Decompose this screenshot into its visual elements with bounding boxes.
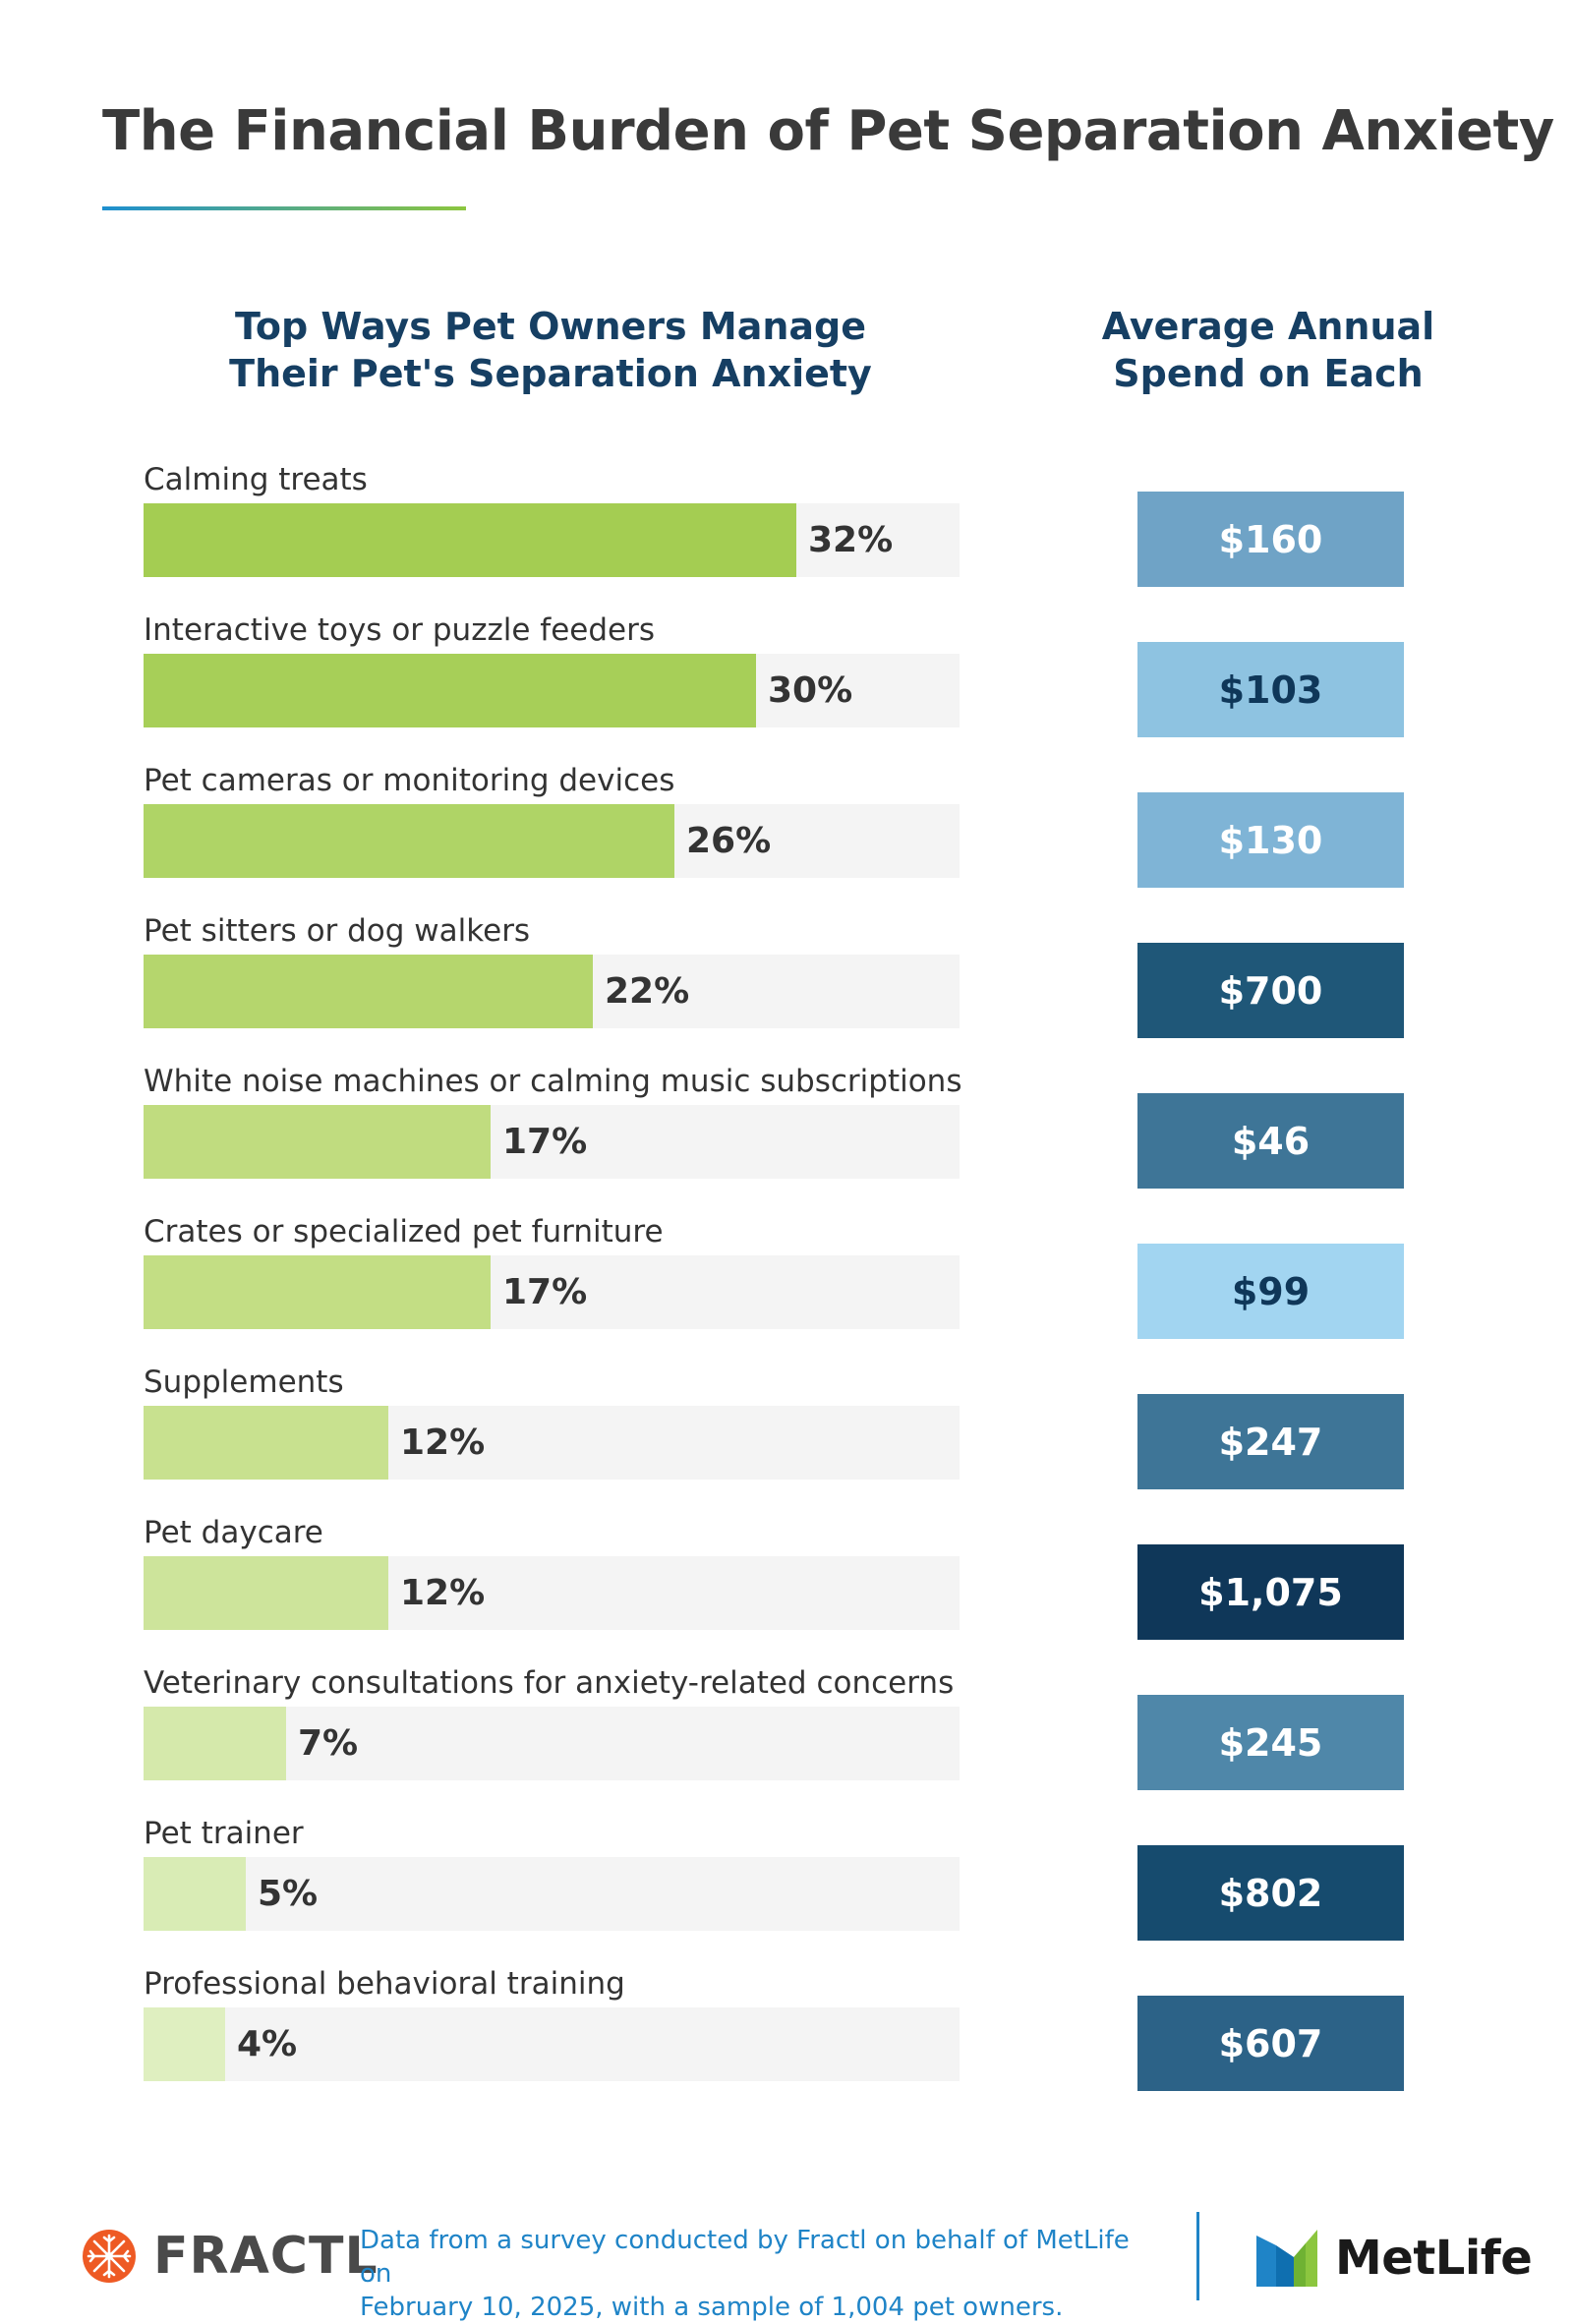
bar-track bbox=[144, 1105, 960, 1179]
bar-track bbox=[144, 1707, 960, 1780]
chart-row: Calming treats 32% $160 bbox=[0, 462, 1573, 610]
chart-row: Interactive toys or puzzle feeders 30% $10… bbox=[0, 612, 1573, 760]
right-heading-line-2: Spend on Each bbox=[1113, 352, 1424, 395]
annual-spend-box: $245 bbox=[1137, 1695, 1404, 1790]
right-column-heading: Average Annual Spend on Each bbox=[1042, 303, 1494, 397]
bar-value-label: 12% bbox=[400, 1573, 486, 1613]
bar bbox=[144, 1105, 491, 1179]
category-label: Supplements bbox=[144, 1365, 344, 1400]
category-label: Pet trainer bbox=[144, 1816, 304, 1851]
bar bbox=[144, 654, 756, 727]
bar-value-label: 5% bbox=[258, 1874, 319, 1914]
annual-spend-box: $802 bbox=[1137, 1845, 1404, 1941]
fractl-logo-text: FRACTL bbox=[153, 2227, 379, 2286]
category-label: Pet sitters or dog walkers bbox=[144, 913, 531, 949]
right-heading-line-1: Average Annual bbox=[1101, 305, 1435, 348]
chart-row: Supplements 12% $247 bbox=[0, 1365, 1573, 1512]
bar bbox=[144, 1255, 491, 1329]
metlife-logo-icon bbox=[1256, 2230, 1317, 2287]
source-note: Data from a survey conducted by Fractl o… bbox=[360, 2224, 1146, 2324]
bar-value-label: 30% bbox=[768, 670, 853, 711]
bar-value-label: 22% bbox=[605, 971, 690, 1012]
left-heading-line-1: Top Ways Pet Owners Manage bbox=[234, 305, 867, 348]
bar bbox=[144, 1556, 388, 1630]
source-note-line-2: February 10, 2025, with a sample of 1,00… bbox=[360, 2293, 1064, 2322]
bar-value-label: 4% bbox=[237, 2024, 298, 2064]
chart-row: Pet cameras or monitoring devices 26% $130 bbox=[0, 763, 1573, 910]
bar-value-label: 32% bbox=[808, 520, 894, 560]
left-heading-line-2: Their Pet's Separation Anxiety bbox=[229, 352, 872, 395]
footer-divider bbox=[1196, 2212, 1199, 2300]
bar-track bbox=[144, 503, 960, 577]
chart-row: Pet sitters or dog walkers 22% $700 bbox=[0, 913, 1573, 1061]
source-note-line-1: Data from a survey conducted by Fractl o… bbox=[360, 2226, 1130, 2289]
bar-track bbox=[144, 1255, 960, 1329]
bar-track bbox=[144, 1857, 960, 1931]
bar-value-label: 26% bbox=[686, 821, 772, 861]
bar-track bbox=[144, 654, 960, 727]
page-title: The Financial Burden of Pet Separation A… bbox=[102, 99, 1554, 163]
fractl-logo: FRACTL bbox=[81, 2227, 379, 2286]
annual-spend-box: $160 bbox=[1137, 492, 1404, 587]
annual-spend-box: $99 bbox=[1137, 1244, 1404, 1339]
left-column-heading: Top Ways Pet Owners Manage Their Pet's S… bbox=[143, 303, 959, 397]
category-label: Professional behavioral training bbox=[144, 1966, 625, 2002]
chart-row: Veterinary consultations for anxiety-rel… bbox=[0, 1665, 1573, 1813]
bar bbox=[144, 1406, 388, 1480]
chart-row: Pet trainer 5% $802 bbox=[0, 1816, 1573, 1963]
annual-spend-box: $46 bbox=[1137, 1093, 1404, 1189]
annual-spend-box: $247 bbox=[1137, 1394, 1404, 1489]
chart-row: White noise machines or calming music su… bbox=[0, 1064, 1573, 1211]
annual-spend-box: $607 bbox=[1137, 1996, 1404, 2091]
bar bbox=[144, 1857, 246, 1931]
category-label: Interactive toys or puzzle feeders bbox=[144, 612, 655, 648]
metlife-logo: MetLife bbox=[1254, 2228, 1533, 2289]
bar bbox=[144, 1707, 286, 1780]
title-underline bbox=[102, 206, 466, 210]
bar-value-label: 17% bbox=[502, 1272, 588, 1312]
annual-spend-box: $130 bbox=[1137, 792, 1404, 888]
fractl-logo-icon bbox=[83, 2230, 136, 2283]
bar bbox=[144, 503, 796, 577]
category-label: White noise machines or calming music su… bbox=[144, 1064, 962, 1099]
bar bbox=[144, 804, 674, 878]
annual-spend-box: $700 bbox=[1137, 943, 1404, 1038]
bar bbox=[144, 2007, 225, 2081]
category-label: Veterinary consultations for anxiety-rel… bbox=[144, 1665, 955, 1701]
bar-value-label: 12% bbox=[400, 1423, 486, 1463]
category-label: Calming treats bbox=[144, 462, 368, 497]
bar-track bbox=[144, 1556, 960, 1630]
bar-value-label: 7% bbox=[298, 1723, 359, 1764]
annual-spend-box: $1,075 bbox=[1137, 1544, 1404, 1640]
bar-value-label: 17% bbox=[502, 1122, 588, 1162]
category-label: Crates or specialized pet furniture bbox=[144, 1214, 664, 1249]
bar-track bbox=[144, 2007, 960, 2081]
category-label: Pet daycare bbox=[144, 1515, 323, 1550]
category-label: Pet cameras or monitoring devices bbox=[144, 763, 675, 798]
bar bbox=[144, 955, 593, 1028]
chart-row: Professional behavioral training 4% $607 bbox=[0, 1966, 1573, 2114]
annual-spend-box: $103 bbox=[1137, 642, 1404, 737]
bar-track bbox=[144, 1406, 960, 1480]
metlife-logo-text: MetLife bbox=[1335, 2231, 1533, 2286]
bar-track bbox=[144, 955, 960, 1028]
chart-row: Crates or specialized pet furniture 17% $9… bbox=[0, 1214, 1573, 1362]
chart-row: Pet daycare 12% $1,075 bbox=[0, 1515, 1573, 1662]
bar-track bbox=[144, 804, 960, 878]
